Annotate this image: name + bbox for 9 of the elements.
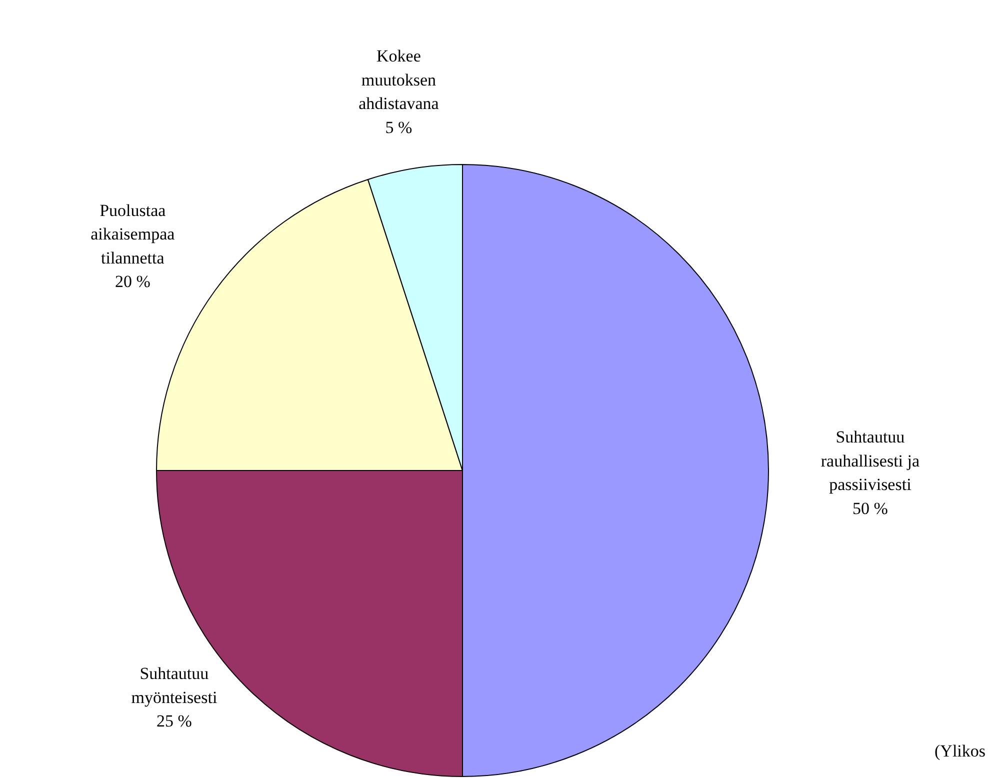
- data-label: 25 %: [156, 712, 192, 730]
- data-label: 5 %: [385, 118, 412, 137]
- slice-label: Puolustaa aikaisempaa tilannetta: [90, 200, 176, 268]
- slice-label: Suhtautuu myönteisesti: [131, 664, 218, 707]
- text: (Ylikos: [934, 742, 986, 760]
- slice-label: Kokee muutoksen ahdistavana: [358, 46, 440, 114]
- data-label: 20 %: [114, 272, 150, 292]
- slice-label: Suhtautuu rauhallisesti ja passiivisesti: [820, 428, 920, 494]
- data-label: 50 %: [852, 498, 888, 518]
